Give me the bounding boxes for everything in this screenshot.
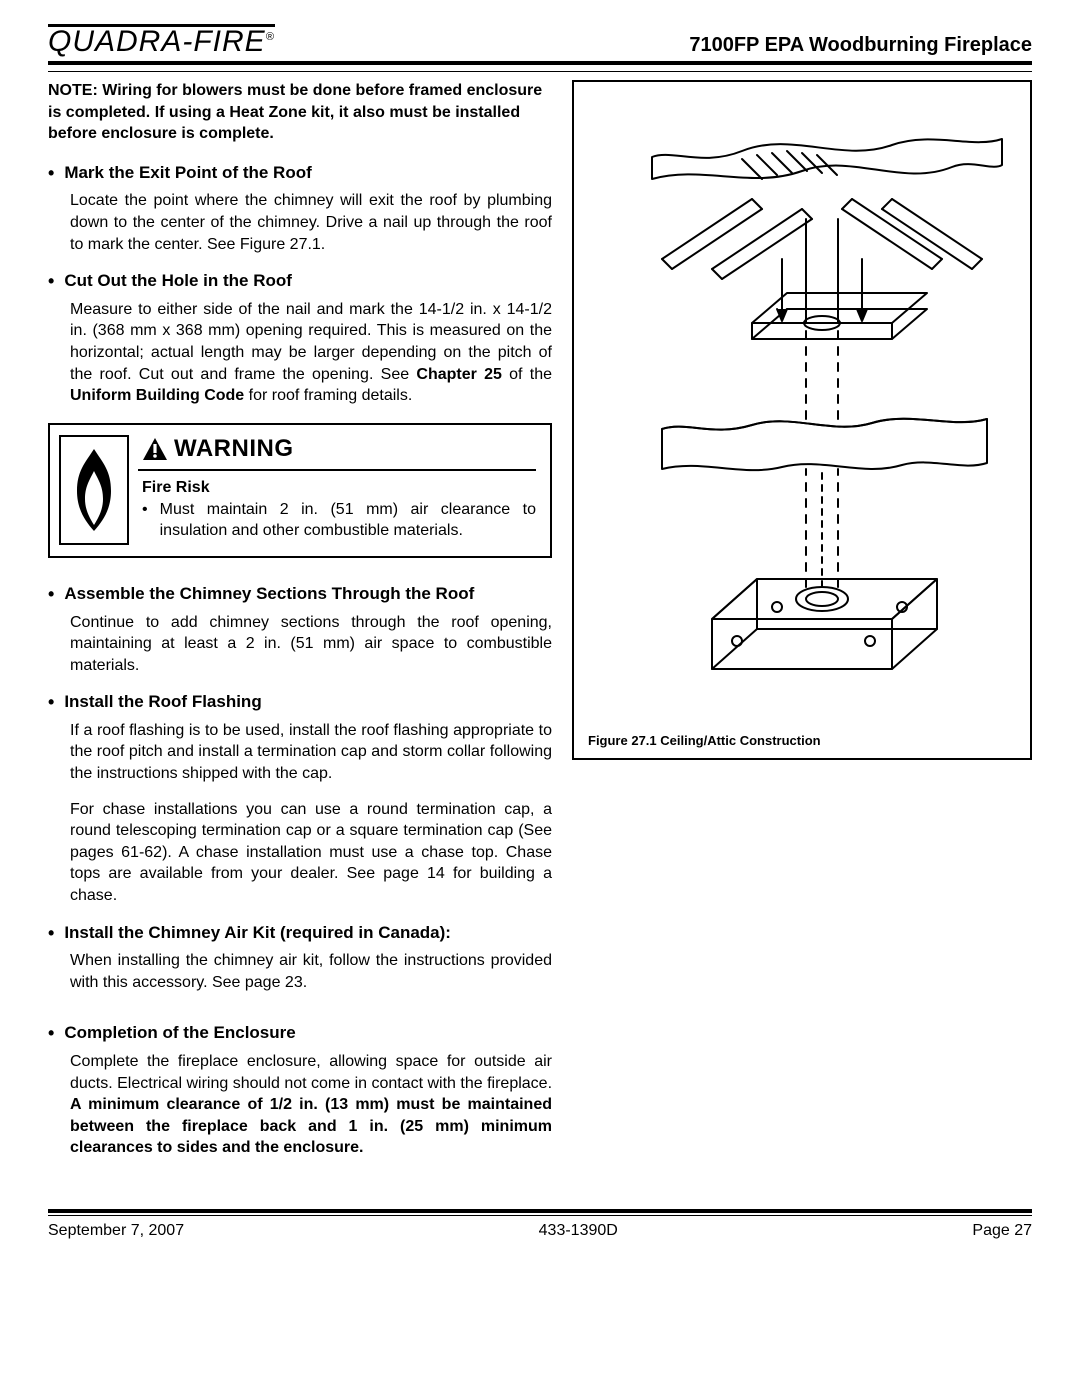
- figure-box: Figure 27.1 Ceiling/Attic Construction: [572, 80, 1032, 760]
- warning-title-row: WARNING: [138, 435, 536, 471]
- step-title: Install the Chimney Air Kit (required in…: [48, 923, 552, 945]
- flame-icon: [59, 435, 129, 545]
- step-body: When installing the chimney air kit, fol…: [70, 950, 552, 993]
- step-body: Locate the point where the chimney will …: [70, 190, 552, 255]
- left-column: NOTE: Wiring for blowers must be done be…: [48, 80, 552, 1175]
- warning-icon-cell: [50, 425, 138, 556]
- footer: September 7, 2007 433-1390D Page 27: [48, 1222, 1032, 1240]
- warning-box: WARNING Fire Risk Must maintain 2 in. (5…: [48, 423, 552, 558]
- alert-triangle-icon: [142, 437, 168, 461]
- step-title: Assemble the Chimney Sections Through th…: [48, 584, 552, 606]
- step-item: Cut Out the Hole in the Roof Measure to …: [48, 271, 552, 407]
- note-label: NOTE:: [48, 82, 98, 99]
- step-title: Install the Roof Flashing: [48, 692, 552, 714]
- document-title: 7100FP EPA Woodburning Fireplace: [689, 34, 1032, 57]
- step-title: Cut Out the Hole in the Roof: [48, 271, 552, 293]
- registered-mark: ®: [266, 31, 275, 43]
- right-column: Figure 27.1 Ceiling/Attic Construction: [572, 80, 1032, 1175]
- step-item: Assemble the Chimney Sections Through th…: [48, 584, 552, 676]
- figure-caption: Figure 27.1 Ceiling/Attic Construction: [584, 733, 1020, 748]
- figure-canvas: [584, 92, 1020, 725]
- footer-rule-thick: [48, 1209, 1032, 1213]
- step-item: Completion of the Enclosure Complete the…: [48, 1023, 552, 1159]
- warning-bullet: Must maintain 2 in. (51 mm) air clearanc…: [142, 499, 536, 542]
- warning-subtitle: Fire Risk: [142, 479, 536, 497]
- steps-list-2: Assemble the Chimney Sections Through th…: [48, 584, 552, 1159]
- brand-text: QUADRA-FIRE: [48, 25, 266, 58]
- step-body: Continue to add chimney sections through…: [70, 612, 552, 677]
- step-body: If a roof flashing is to be used, instal…: [70, 720, 552, 907]
- step-body: Measure to either side of the nail and m…: [70, 299, 552, 407]
- warning-text-cell: WARNING Fire Risk Must maintain 2 in. (5…: [138, 425, 550, 556]
- step-title: Completion of the Enclosure: [48, 1023, 552, 1045]
- note-block: NOTE: Wiring for blowers must be done be…: [48, 80, 552, 145]
- footer-rule-thin: [48, 1215, 1032, 1216]
- note-text: Wiring for blowers must be done before f…: [48, 82, 542, 142]
- warning-title: WARNING: [174, 435, 294, 463]
- step-item: Mark the Exit Point of the Roof Locate t…: [48, 163, 552, 255]
- header-bar: QUADRA-FIRE® 7100FP EPA Woodburning Fire…: [48, 24, 1032, 65]
- steps-list-1: Mark the Exit Point of the Roof Locate t…: [48, 163, 552, 407]
- step-item: Install the Chimney Air Kit (required in…: [48, 923, 552, 994]
- step-title: Mark the Exit Point of the Roof: [48, 163, 552, 185]
- footer-docnum: 433-1390D: [539, 1222, 618, 1240]
- footer-page: Page 27: [972, 1222, 1032, 1240]
- footer-date: September 7, 2007: [48, 1222, 184, 1240]
- content-columns: NOTE: Wiring for blowers must be done be…: [48, 80, 1032, 1175]
- warning-bullets: Must maintain 2 in. (51 mm) air clearanc…: [142, 499, 536, 542]
- brand-logo: QUADRA-FIRE®: [48, 24, 275, 57]
- ceiling-attic-diagram: [592, 109, 1012, 709]
- header-rule: [48, 71, 1032, 72]
- step-item: Install the Roof Flashing If a roof flas…: [48, 692, 552, 906]
- step-body: Complete the fireplace enclosure, allowi…: [70, 1051, 552, 1159]
